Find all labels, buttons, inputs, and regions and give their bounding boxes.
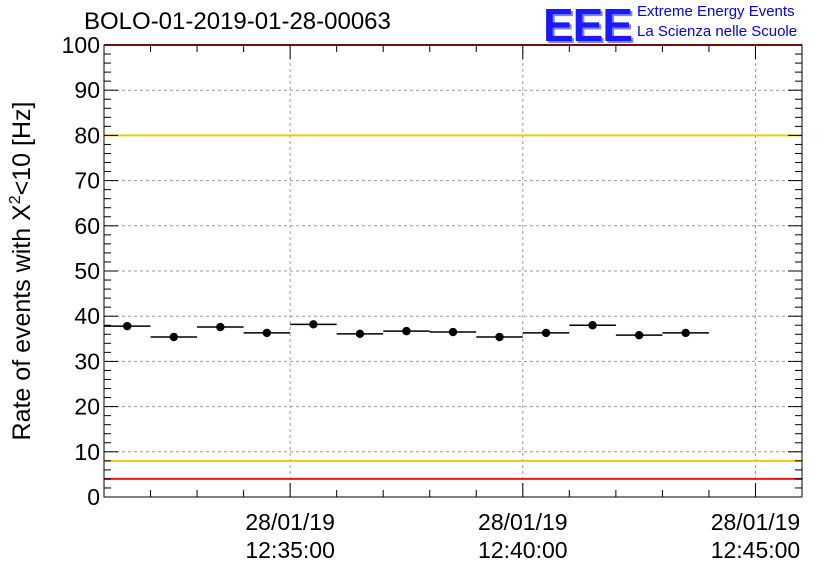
data-point [634,330,644,340]
data-point [495,332,504,342]
data-point [169,332,178,342]
data-point [262,328,272,338]
x-tick-time-label: 12:45:00 [711,537,801,563]
data-point [123,321,132,331]
data-point [402,326,411,336]
data-point [216,322,225,332]
data-point [541,328,551,338]
y-axis-label: Rate of events with X2<10 [Hz] [7,102,36,441]
plot-frame [103,44,803,498]
x-tick-date-label: 28/01/19 [711,509,801,535]
y-axis-label-sup: 2 [7,195,24,204]
y-tick-label: 10 [74,439,100,465]
x-tick-time-label: 12:35:00 [245,537,335,563]
reference-lines [104,44,802,480]
x-tick-time-label: 12:40:00 [478,537,568,563]
grid-lines [104,45,802,497]
axis-labels: 010203040506070809010028/01/1912:35:0028… [62,32,801,563]
data-point [355,329,365,339]
data-point [588,321,597,330]
y-tick-label: 100 [62,32,100,58]
x-tick-date-label: 28/01/19 [245,509,335,535]
y-tick-label: 70 [74,168,100,194]
data-point [448,327,458,337]
eee-logo: EEE [543,0,633,51]
y-tick-label: 90 [74,77,100,103]
y-tick-label: 50 [74,258,100,284]
y-tick-label: 0 [87,484,100,510]
x-tick-date-label: 28/01/19 [478,509,568,535]
org-name-line1: Extreme Energy Events [637,3,795,20]
y-axis-label-main: Rate of events with X [8,204,36,441]
axis-ticks [103,44,803,498]
y-axis-label-rest: <10 [Hz] [8,102,36,196]
y-tick-label: 30 [74,348,100,374]
y-tick-label: 60 [74,213,100,239]
data-point [681,328,690,338]
data-point [309,320,318,329]
chart-title: BOLO-01-2019-01-28-00063 [84,8,391,35]
y-tick-label: 20 [74,394,100,420]
org-name-line2: La Scienza nelle Scuole [637,23,798,40]
data-series [104,320,709,342]
y-tick-label: 80 [74,122,100,148]
y-tick-label: 40 [74,303,100,329]
